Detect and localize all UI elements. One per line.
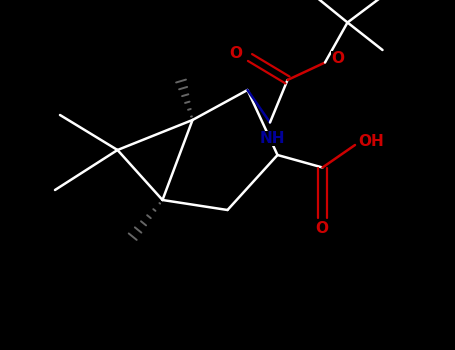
Text: O: O bbox=[229, 46, 243, 61]
Text: OH: OH bbox=[358, 134, 384, 149]
Text: O: O bbox=[331, 51, 344, 66]
Text: NH: NH bbox=[260, 131, 285, 146]
Text: O: O bbox=[315, 221, 328, 236]
